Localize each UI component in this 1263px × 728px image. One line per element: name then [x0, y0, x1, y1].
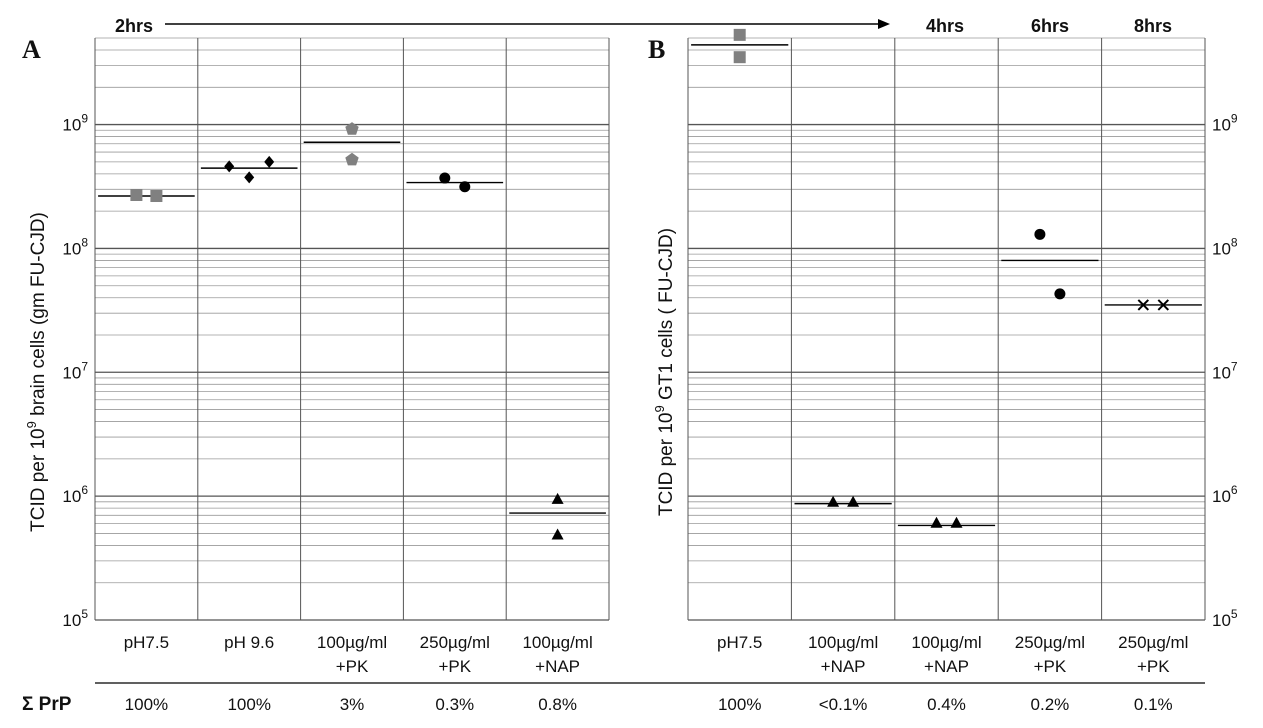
panel-a-grid: 105 106 107 108 109 — [62, 37, 610, 630]
panel-b-prp-value: 100% — [718, 695, 761, 714]
time-label-6hrs: 6hrs — [1031, 16, 1069, 36]
panel-b-point-circle — [1054, 288, 1066, 300]
panel-b-prp-value: 0.4% — [927, 695, 966, 714]
panel-b-point-circle — [1034, 228, 1046, 240]
panel-b-category-label: +PK — [1034, 657, 1067, 676]
panel-a-category-label: pH7.5 — [124, 633, 169, 652]
panel-b-y-axis-title: TCID per 109 GT1 cells ( FU-CJD) — [652, 228, 677, 516]
panel-b-point-triangle — [950, 516, 963, 528]
panel-b-prp-value: 0.1% — [1134, 695, 1173, 714]
panel-b-y-tick-label: 106 — [1212, 483, 1238, 506]
panel-b-point-triangle — [847, 495, 860, 507]
time-arrow-head — [878, 19, 890, 29]
panel-b-category-label: +NAP — [924, 657, 969, 676]
panel-a-marks: pH7.5 100% pH 9.6 100% 100µg/ml +PK 3% 250µg/ml… — [98, 122, 606, 714]
panel-b-category-label: pH7.5 — [717, 633, 762, 652]
panel-a-prp-value: 100% — [227, 695, 270, 714]
panel-a-prp-value: 0.8% — [538, 695, 577, 714]
panel-a-point-circle — [439, 172, 451, 184]
panel-b-prp-value: 0.2% — [1031, 695, 1070, 714]
panel-a-y-tick-label: 109 — [62, 112, 88, 135]
panel-b-label: B — [648, 35, 665, 64]
panel-b-marks: pH7.5 100% 100µg/ml +NAP <0.1% 100µg/ml +NAP 0.… — [691, 28, 1202, 714]
panel-a-y-tick-label: 105 — [62, 607, 88, 630]
time-start-label: 2hrs — [115, 16, 153, 36]
panel-b-point-x — [1137, 299, 1150, 311]
panel-a-point-square — [130, 189, 143, 202]
panel-b-category-label: +PK — [1137, 657, 1170, 676]
panel-a-label: A — [22, 35, 41, 64]
panel-b-category-label: +NAP — [821, 657, 866, 676]
panel-a-point-square — [150, 190, 163, 203]
panel-a-point-pentagon — [345, 152, 359, 166]
panel-b-point-square — [733, 51, 746, 64]
panel-a-category-label: 100µg/ml — [317, 633, 387, 652]
panel-b-prp-value: <0.1% — [819, 695, 868, 714]
panel-a-category-label: 100µg/ml — [522, 633, 592, 652]
panel-b-category-label: 250µg/ml — [1015, 633, 1085, 652]
panel-a-point-pentagon — [345, 122, 359, 135]
panel-b-point-triangle — [827, 495, 840, 507]
panel-b-category-label: 100µg/ml — [911, 633, 981, 652]
panel-a-category-label: +PK — [336, 657, 369, 676]
panel-a-prp-value: 100% — [125, 695, 168, 714]
panel-b-category-label: 250µg/ml — [1118, 633, 1188, 652]
panel-a-point-triangle — [551, 492, 564, 504]
panel-a-prp-value: 3% — [340, 695, 365, 714]
panel-b-y-tick-label: 109 — [1212, 112, 1238, 135]
panel-b-y-tick-label: 108 — [1212, 235, 1238, 258]
panel-a-prp-value: 0.3% — [435, 695, 474, 714]
panel-b-point-x — [1157, 299, 1170, 311]
panel-a-point-diamond — [264, 155, 275, 168]
panel-a-point-triangle — [551, 528, 564, 540]
panel-b-grid: 105 106 107 108 109 — [687, 37, 1238, 630]
panel-a-point-diamond — [244, 171, 255, 184]
panel-a-category-label: 250µg/ml — [420, 633, 490, 652]
panel-a-y-axis-title: TCID per 109 brain cells (gm FU-CJD) — [24, 212, 49, 532]
time-label-4hrs: 4hrs — [926, 16, 964, 36]
panel-b-category-label: 100µg/ml — [808, 633, 878, 652]
panel-a-y-tick-label: 107 — [62, 359, 88, 382]
panel-a-category-label: +PK — [438, 657, 471, 676]
panel-b-y-tick-label: 107 — [1212, 359, 1238, 382]
panel-a-category-label: pH 9.6 — [224, 633, 274, 652]
panel-b-point-triangle — [930, 516, 943, 528]
panel-a-category-label: +NAP — [535, 657, 580, 676]
panel-a-point-circle — [459, 181, 471, 193]
panel-b-point-square — [733, 28, 746, 41]
panel-a-y-tick-label: 106 — [62, 483, 88, 506]
time-label-8hrs: 8hrs — [1134, 16, 1172, 36]
prp-row-label: Σ PrP — [22, 694, 72, 715]
panel-a-point-diamond — [224, 160, 235, 173]
panel-b-y-tick-label: 105 — [1212, 607, 1238, 630]
panel-a-y-tick-label: 108 — [62, 235, 88, 258]
